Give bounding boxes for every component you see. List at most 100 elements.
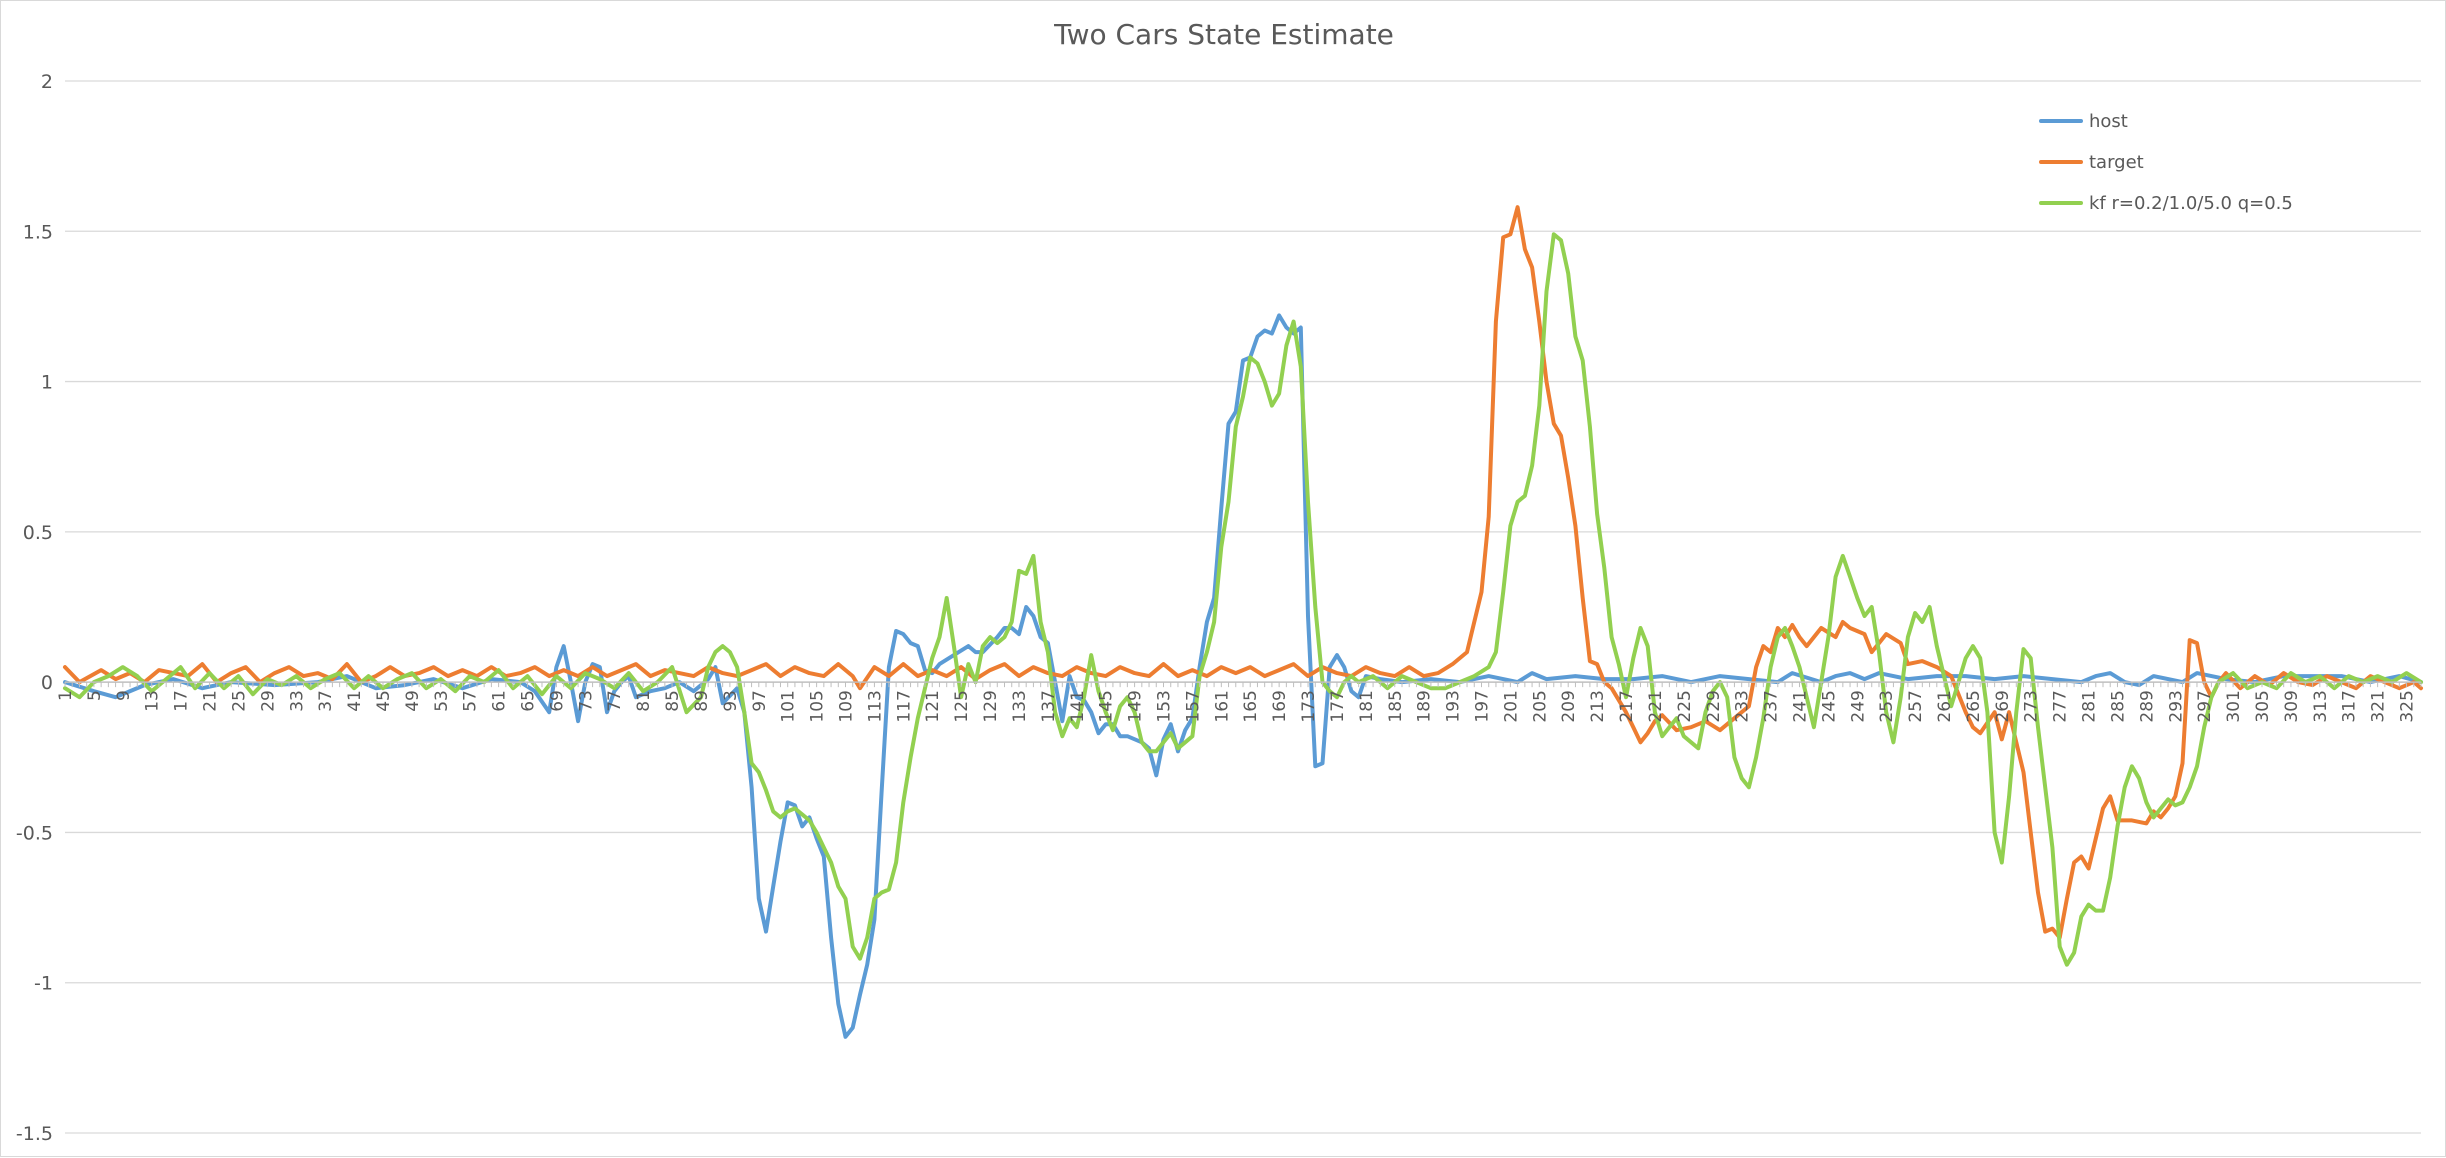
x-tick-label: 133	[1010, 690, 1030, 722]
x-tick-label: 77	[605, 690, 625, 712]
x-tick-label: 25	[229, 690, 249, 712]
x-tick-label: 181	[1357, 690, 1377, 722]
x-tick-label: 69	[547, 690, 567, 712]
x-tick-label: 321	[2369, 690, 2389, 722]
x-axis-tick-labels: 1 5 9 13 17 21 25 29 33 37 41 45 49 53 57 61 65 69 73 77 81 8…	[56, 690, 2418, 722]
x-tick-label: 141	[1068, 690, 1088, 722]
x-tick-label: 261	[1935, 690, 1955, 722]
x-tick-label: 241	[1790, 690, 1810, 722]
x-tick-label: 297	[2195, 690, 2215, 722]
x-tick-label: 293	[2166, 690, 2186, 722]
x-tick-label: 273	[2022, 690, 2042, 722]
y-tick-label: 1.5	[23, 221, 53, 243]
x-tick-label: 257	[1906, 690, 1926, 722]
x-tick-label: 49	[403, 690, 423, 712]
x-tick-label: 173	[1299, 690, 1319, 722]
x-tick-label: 5	[85, 690, 105, 701]
x-tick-label: 57	[461, 690, 481, 712]
series-line-kf	[63, 232, 2423, 967]
x-tick-label: 41	[345, 690, 365, 712]
x-tick-label: 37	[316, 690, 336, 712]
x-tick-label: 269	[1993, 690, 2013, 722]
x-tick-label: 317	[2340, 690, 2360, 722]
x-tick-label: 21	[201, 690, 221, 712]
x-tick-label: 145	[1097, 690, 1117, 722]
x-tick-label: 61	[490, 690, 510, 712]
x-tick-label: 153	[1155, 690, 1175, 722]
x-tick-label: 73	[576, 690, 596, 712]
x-tick-label: 9	[114, 690, 134, 701]
x-axis	[64, 681, 2422, 688]
x-tick-label: 281	[2080, 690, 2100, 722]
legend-label: host	[2089, 111, 2128, 132]
x-tick-label: 101	[779, 690, 799, 722]
x-tick-label: 313	[2311, 690, 2331, 722]
y-tick-label: 0	[41, 672, 53, 694]
series-line-host	[63, 313, 2423, 1039]
x-tick-label: 249	[1848, 690, 1868, 722]
x-tick-label: 301	[2224, 690, 2244, 722]
x-tick-label: 129	[981, 690, 1001, 722]
gridlines	[65, 80, 2421, 1134]
x-tick-label: 229	[1704, 690, 1724, 722]
x-tick-label: 13	[143, 690, 163, 712]
x-tick-label: 109	[837, 690, 857, 722]
x-tick-label: 185	[1386, 690, 1406, 722]
x-tick-label: 105	[808, 690, 828, 722]
x-tick-label: 189	[1415, 690, 1435, 722]
x-tick-label: 253	[1877, 690, 1897, 722]
x-tick-label: 193	[1444, 690, 1464, 722]
x-tick-label: 165	[1241, 690, 1261, 722]
x-tick-label: 213	[1588, 690, 1608, 722]
x-tick-label: 137	[1039, 690, 1059, 722]
x-tick-label: 201	[1501, 690, 1521, 722]
x-tick-label: 205	[1530, 690, 1550, 722]
x-tick-label: 237	[1762, 690, 1782, 722]
legend-label: target	[2089, 152, 2144, 173]
y-axis-tick-labels: -1.5 -1 -0.5 0 0.5 1 1.5 2	[16, 71, 53, 1145]
x-tick-label: 221	[1646, 690, 1666, 722]
y-tick-label: -1.5	[16, 1123, 53, 1145]
x-tick-label: 177	[1328, 690, 1348, 722]
legend: host target kf r=0.2/1.0/5.0 q=0.5	[2039, 111, 2293, 214]
x-tick-label: 117	[894, 690, 914, 722]
x-tick-label: 197	[1472, 690, 1492, 722]
y-tick-label: 0.5	[23, 522, 53, 544]
x-tick-label: 65	[519, 690, 539, 712]
x-tick-label: 245	[1819, 690, 1839, 722]
x-tick-label: 97	[750, 690, 770, 712]
x-tick-label: 309	[2282, 690, 2302, 722]
x-tick-label: 85	[663, 690, 683, 712]
y-tick-label: -1	[34, 973, 53, 995]
x-tick-label: 113	[865, 690, 885, 722]
x-tick-label: 29	[258, 690, 278, 712]
x-tick-label: 209	[1559, 690, 1579, 722]
y-tick-label: -0.5	[16, 822, 53, 844]
x-tick-label: 225	[1675, 690, 1695, 722]
x-tick-label: 89	[692, 690, 712, 712]
x-tick-label: 1	[56, 690, 76, 701]
x-tick-label: 33	[287, 690, 307, 712]
x-tick-label: 93	[721, 690, 741, 712]
x-tick-label: 121	[923, 690, 943, 722]
x-tick-label: 149	[1126, 690, 1146, 722]
x-tick-label: 169	[1270, 690, 1290, 722]
x-tick-label: 17	[172, 690, 192, 712]
x-tick-label: 125	[952, 690, 972, 722]
x-tick-label: 265	[1964, 690, 1984, 722]
x-tick-label: 53	[432, 690, 452, 712]
x-tick-label: 157	[1183, 690, 1203, 722]
x-tick-label: 285	[2108, 690, 2128, 722]
x-tick-label: 161	[1212, 690, 1232, 722]
x-tick-label: 233	[1733, 690, 1753, 722]
series-line-target	[63, 205, 2423, 940]
x-tick-label: 217	[1617, 690, 1637, 722]
series-lines	[63, 205, 2423, 1039]
legend-label: kf r=0.2/1.0/5.0 q=0.5	[2089, 193, 2293, 214]
x-tick-label: 81	[634, 690, 654, 712]
y-tick-label: 2	[41, 71, 53, 93]
x-tick-label: 325	[2398, 690, 2418, 722]
y-tick-label: 1	[41, 372, 53, 394]
